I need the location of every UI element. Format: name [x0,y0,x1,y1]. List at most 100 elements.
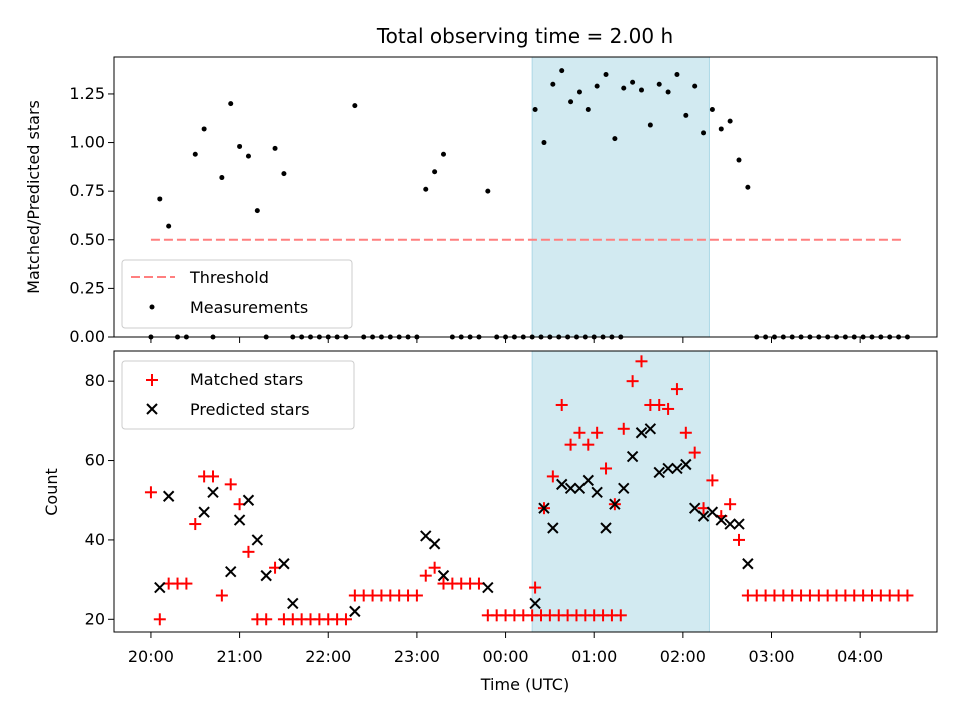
measurement-points [148,68,910,340]
predicted-star-point [428,538,441,550]
top-plot-frame [113,56,938,338]
predicted-star-point [680,458,692,471]
matched-star-point [215,589,228,602]
predicted-star-point [742,558,754,570]
matched-star-point [573,426,586,439]
bottom-legend-box [121,360,355,430]
matched-star-point [546,470,559,483]
predicted-star-point [582,474,595,487]
predicted-star-point [437,569,450,582]
matched-star-point [614,609,627,622]
predicted-star-point [600,522,612,534]
predicted-star-point [225,565,237,578]
top-y-ticks: 0.00 0.25 0.50 0.75 1.00 1.25 [69,84,114,346]
x-axis-label: Time (UTC) [480,675,569,694]
predicted-star-point [555,478,568,491]
top-legend-box [121,259,353,329]
predicted-star-point [564,482,577,495]
matched-star-point [662,402,675,415]
matched-star-point [733,533,746,546]
measurement-point [485,188,491,194]
predicted-star-point [538,502,550,514]
legend-predicted-swatch [146,403,158,415]
measurement-point [532,107,538,112]
measurement-point [272,145,278,151]
predicted-star-point [162,490,175,502]
matched-star-point [564,438,577,451]
top-y-tick-label: 1.00 [69,133,105,152]
x-tick-label: 23:00 [394,647,440,666]
matched-star-point [706,474,719,487]
predicted-star-point [706,506,719,518]
predicted-star-point [724,518,736,530]
top-y-tick-label: 0.75 [69,181,105,200]
bottom-panel: 20 40 60 80 20:00 21:00 22:00 23:00 00:00 01:00 0… [42,350,938,694]
predicted-star-point [207,486,219,499]
matched-star-point [617,422,630,435]
predicted-star-point [609,498,621,510]
matched-star-point [670,383,683,396]
top-legend: Threshold Measurements [121,259,353,329]
x-tick-label: 02:00 [660,647,706,666]
measurement-point [630,79,636,85]
bottom-y-tick-label: 80 [85,371,105,390]
top-observing-window [531,56,710,338]
top-y-tick-label: 0.00 [69,327,105,346]
predicted-star-point [529,597,541,610]
matched-star-point [260,613,273,626]
predicted-star-point [287,597,299,610]
measurement-point [219,175,225,181]
matched-star-point [206,470,219,483]
matched-star-point [339,613,352,626]
measurement-point [745,184,751,190]
bottom-plot-frame [113,350,938,633]
predicted-star-point [260,569,272,582]
matched-star-point [410,589,423,602]
predicted-star-point [420,530,432,542]
matched-star-point [224,478,237,491]
predicted-star-point [251,534,264,546]
predicted-star-point [618,482,630,495]
legend-matched-label: Matched stars [190,370,303,389]
measurement-point [245,153,251,159]
x-tick-label: 01:00 [571,647,617,666]
measurement-point [727,118,733,124]
x-tick-label: 03:00 [748,647,794,666]
predicted-star-point [733,518,745,530]
matched-star-point [180,577,193,590]
matched-star-point [189,518,202,531]
top-y-tick-label: 0.50 [69,230,105,249]
matched-star-point [688,446,701,459]
top-y-tick-label: 1.25 [69,84,105,103]
matched-star-point [153,613,166,626]
matched-star-point [635,355,648,368]
legend-predicted-label: Predicted stars [190,400,310,419]
measurement-point [674,72,680,77]
matched-star-point [419,569,432,582]
measurement-point [440,151,446,157]
legend-matched-swatch [146,374,158,386]
measurement-point [612,136,618,142]
legend-measurements-label: Measurements [190,298,308,317]
predicted-star-point [653,466,665,479]
predicted-star-point [154,581,166,594]
measurement-point [237,143,243,149]
top-panel: 0.00 0.25 0.50 0.75 1.00 1.25 Matched/Predict… [24,56,938,346]
measurement-point [585,107,591,112]
predicted-star-point [715,514,727,526]
top-y-axis-label: Matched/Predicted stars [24,100,43,294]
x-tick-label: 00:00 [482,647,528,666]
measurement-point [718,126,724,132]
predicted-star-point [591,486,603,499]
measurement-point [594,83,600,89]
x-tick-label: 21:00 [217,647,263,666]
measurement-point [621,85,627,91]
matched-star-point [600,462,613,475]
measurement-point [736,157,742,163]
measurement-point [550,81,556,87]
bottom-y-tick-label: 20 [85,609,105,628]
matched-star-point [582,438,595,451]
bottom-x-ticks: 20:00 21:00 22:00 23:00 00:00 01:00 02:00 03:00… [128,632,883,666]
predicted-star-point [278,558,290,570]
measurement-point [201,126,207,132]
